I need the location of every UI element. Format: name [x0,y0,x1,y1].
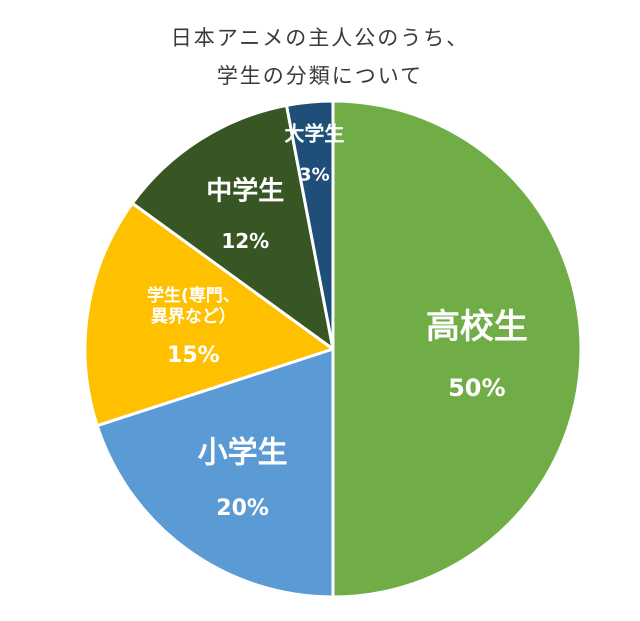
chart-title-line-1: 日本アニメの主人公のうち、 [171,26,470,50]
slice-labels: 高校生 50% 小学生 20% 学生(専門、異界など） 15% 中学生 12% 大学生 3% [147,122,528,522]
slice-value-2: 15% [167,343,220,368]
slice-value-3: 12% [221,229,269,253]
slice-name-2-line-1: 異界など） [151,306,236,327]
pie-slice-4 [285,99,335,351]
slice-name-2-line-0: 学生(専門、 [147,285,240,306]
pie-slices [83,99,583,599]
pie-slice-3 [130,103,335,351]
pie-slice-2 [83,201,335,428]
slice-name-3-line-0: 中学生 [206,176,284,207]
slice-name-0-line-0: 高校生 [426,307,528,347]
pie-slice-1 [95,347,335,599]
slice-value-0: 50% [448,374,505,402]
slice-value-1: 20% [216,496,269,521]
pie-slice-0 [331,99,583,599]
slice-name-4-line-0: 大学生 [284,122,344,146]
slice-name-1-line-0: 小学生 [198,436,288,471]
chart-title-line-2: 学生の分類について [217,64,423,88]
slice-value-4: 3% [299,164,330,185]
